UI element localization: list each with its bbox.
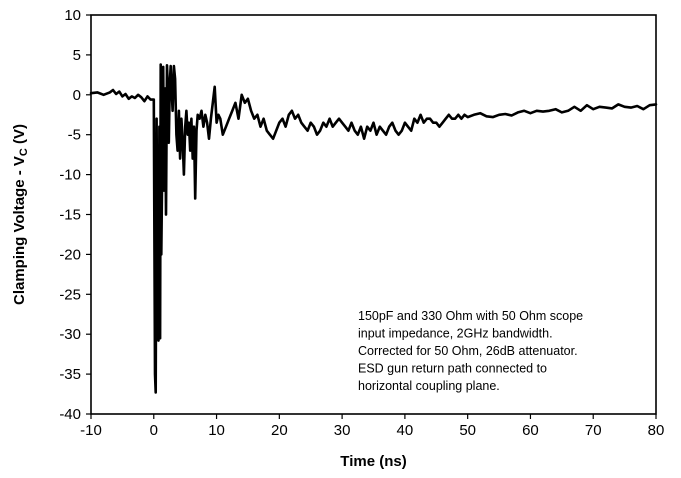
series-line-0 <box>89 63 658 394</box>
x-tick-label: 60 <box>522 422 539 439</box>
y-axis-title: Clamping Voltage - VC (V) <box>11 124 30 305</box>
y-axis: 10 5 0 -5 -10 -15 -20 -25 -30 -35 -40 <box>59 7 91 423</box>
y-axis-title-main: Clamping Voltage - V <box>11 156 28 305</box>
y-tick-label: -10 <box>59 167 81 184</box>
x-tick-label: -10 <box>80 422 102 439</box>
annotation-line: 150pF and 330 Ohm with 50 Ohm scope <box>358 309 583 323</box>
annotation-line: ESD gun return path connected to <box>358 362 547 376</box>
y-tick-label: -30 <box>59 326 81 343</box>
annotation-line: input impedance, 2GHz bandwidth. <box>358 327 553 341</box>
y-tick-label: -5 <box>68 127 81 144</box>
y-tick-label: -25 <box>59 286 81 303</box>
y-tick-label: -35 <box>59 366 81 383</box>
y-tick-label: 0 <box>73 87 81 104</box>
x-axis: -10 0 10 20 30 40 50 60 70 80 <box>80 414 664 439</box>
x-tick-label: 20 <box>271 422 288 439</box>
y-tick-label: -20 <box>59 246 81 263</box>
x-tick-label: 30 <box>334 422 351 439</box>
x-tick-label: 0 <box>150 422 158 439</box>
x-tick-label: 10 <box>208 422 225 439</box>
x-tick-label: 40 <box>397 422 414 439</box>
y-tick-label: 5 <box>73 47 81 64</box>
x-tick-label: 80 <box>648 422 665 439</box>
y-axis-title-subscript: C <box>18 148 30 156</box>
x-tick-label: 50 <box>459 422 476 439</box>
y-tick-label: -15 <box>59 207 81 224</box>
series-layer <box>89 63 658 394</box>
y-tick-label: 10 <box>64 7 81 24</box>
annotation-line: horizontal coupling plane. <box>358 379 500 393</box>
annotation-line: Corrected for 50 Ohm, 26dB attenuator. <box>358 344 578 358</box>
x-tick-label: 70 <box>585 422 602 439</box>
annotation-note: 150pF and 330 Ohm with 50 Ohm scope input… <box>358 309 583 393</box>
x-axis-title: Time (ns) <box>340 453 406 470</box>
y-axis-title-unit: (V) <box>11 124 28 148</box>
y-tick-label: -40 <box>59 406 81 423</box>
